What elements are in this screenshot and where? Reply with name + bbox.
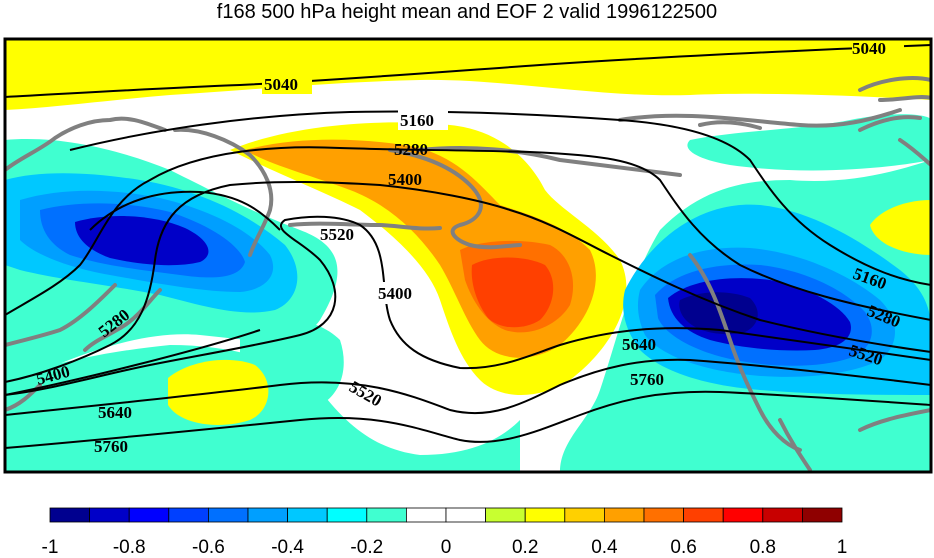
- coastline-kamchatka: [173, 127, 274, 257]
- contour-line-5640: [5, 358, 931, 416]
- eof-cyan-region: [687, 114, 931, 171]
- contour-label: 5040: [852, 39, 886, 58]
- colorbar-swatch: [287, 507, 328, 523]
- map-title: f168 500 hPa height mean and EOF 2 valid…: [216, 1, 718, 23]
- contour-label: 5040: [264, 75, 298, 94]
- colorbar-tick-label: 1: [837, 537, 848, 558]
- height-contours: [5, 44, 931, 449]
- contour-label: 5280: [394, 140, 428, 159]
- colorbar-tick-label: 0.2: [512, 537, 538, 558]
- colorbar-swatch: [49, 507, 90, 523]
- eof-red-region: [471, 257, 554, 328]
- colorbar-swatch: [445, 507, 486, 523]
- contour-line-5040: [5, 44, 931, 98]
- eof-navy-region: [679, 292, 758, 335]
- colorbar-swatch: [326, 507, 368, 523]
- eof-shading: 5040 5040 5160 5160 5280 5280 5280 5400 …: [5, 39, 931, 472]
- label-bg: [376, 282, 426, 304]
- colorbar-swatch: [168, 507, 209, 523]
- eof-darkblue-region: [75, 216, 209, 266]
- colorbar-tick-label: -0.8: [113, 537, 146, 558]
- label-bg: [852, 39, 904, 58]
- colorbar-tick-label: -0.6: [192, 537, 225, 558]
- colorbar-swatch: [207, 507, 249, 523]
- contour-label: 5640: [98, 403, 132, 422]
- colorbar-swatch: [604, 507, 645, 523]
- coastline-alaska-north: [418, 146, 682, 177]
- coastline-canada-islands: [698, 115, 922, 132]
- colorbar-swatch: [405, 507, 447, 523]
- contour-label: 5640: [622, 335, 656, 354]
- eof-yellow-region: [5, 39, 931, 110]
- colorbar-swatch: [762, 507, 803, 523]
- contour-line-5520b: [5, 329, 261, 396]
- coastline-bc: [688, 253, 802, 452]
- contour-line-5400: [5, 180, 931, 383]
- colorbar-swatch: [89, 507, 130, 523]
- coastline-mexico: [858, 408, 931, 432]
- colorbar-swatch: [128, 507, 170, 523]
- colorbar-swatch: [247, 507, 288, 523]
- colorbar-tick-label: 0.4: [591, 537, 618, 558]
- coastline-aleutians: [288, 221, 442, 231]
- coastline-greatlakes: [898, 138, 931, 167]
- colorbar-tick-label: -0.4: [271, 537, 304, 558]
- coastline-korea: [5, 283, 117, 347]
- coastline-baja: [778, 418, 812, 472]
- colorbar-swatch: [643, 507, 684, 523]
- coastline-arctic: [858, 76, 931, 92]
- label-bg: [398, 108, 448, 130]
- colorbar-swatch: [564, 507, 605, 523]
- contour-label: 5520: [320, 225, 354, 244]
- map-frame: [3, 37, 933, 474]
- coastline-hudson: [878, 95, 931, 102]
- colorbar-tick-label: 0.6: [670, 537, 696, 558]
- coastline-asia: [5, 116, 167, 172]
- coastline-alaska: [388, 148, 522, 250]
- colorbar-swatch: [802, 507, 843, 523]
- contour-label: 5760: [630, 370, 664, 389]
- contour-label: 5160: [400, 111, 434, 130]
- contour-label: 5400: [378, 284, 412, 303]
- colorbar-tick-label: -0.2: [350, 537, 383, 558]
- colorbar-swatch: [722, 507, 764, 523]
- contour-line-5400-loop: [89, 190, 281, 231]
- colorbar-swatch: [683, 507, 724, 523]
- contour-line-5160: [69, 110, 931, 286]
- coastline-canada: [618, 108, 902, 128]
- contour-line-5280: [5, 146, 931, 321]
- colorbar-swatch: [524, 507, 566, 523]
- eof-yellow-region: [870, 200, 931, 255]
- contour-label: 5400: [388, 170, 422, 189]
- colorbar: -1 -0.8 -0.6 -0.4 -0.2 0 0.2 0.4 0.6 0.8 1: [42, 507, 848, 558]
- colorbar-tick-label: -1: [42, 537, 59, 558]
- label-bg: [262, 72, 312, 94]
- colorbar-tick-label: 0.8: [750, 537, 776, 558]
- contour-line-5520: [5, 215, 931, 396]
- contour-line-5760: [5, 390, 931, 449]
- coastline-japan: [83, 288, 162, 352]
- colorbar-tick-label: 0: [441, 537, 452, 558]
- contour-label: 5760: [94, 437, 128, 456]
- colorbar-swatch: [485, 507, 526, 523]
- colorbar-swatch: [366, 507, 407, 523]
